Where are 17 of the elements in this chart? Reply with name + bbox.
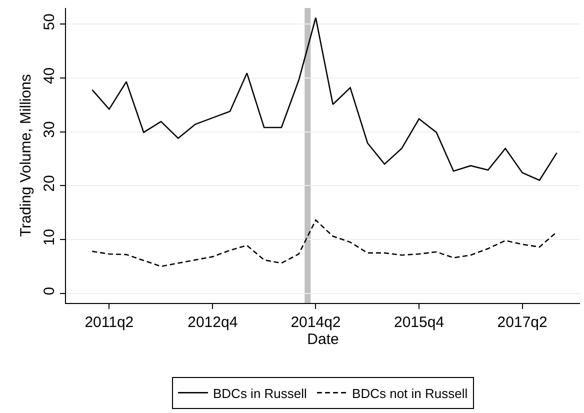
legend-label: BDCs not in Russell [352, 386, 468, 401]
x-tick-label: 2014q2 [290, 314, 341, 331]
y-tick-label: 20 [41, 175, 58, 192]
y-tick-label: 50 [41, 14, 58, 30]
y-tick-label: 10 [41, 228, 58, 246]
line-series [92, 219, 558, 268]
y-tick-label: 0 [41, 286, 58, 296]
x-tick-label: 2012q4 [188, 314, 238, 331]
x-tick-label: 2011q2 [84, 314, 134, 331]
line-series [92, 17, 558, 181]
x-tick-label: 2017q2 [497, 314, 548, 331]
legend-label: BDCs in Russell [213, 386, 308, 401]
x-tick-label: 2015q4 [394, 314, 444, 331]
x-axis-title: Date [307, 331, 339, 348]
y-tick-label: 30 [41, 121, 58, 138]
y-axis-title: Trading Volume, Millions [17, 74, 34, 237]
y-tick-label: 40 [41, 67, 58, 84]
